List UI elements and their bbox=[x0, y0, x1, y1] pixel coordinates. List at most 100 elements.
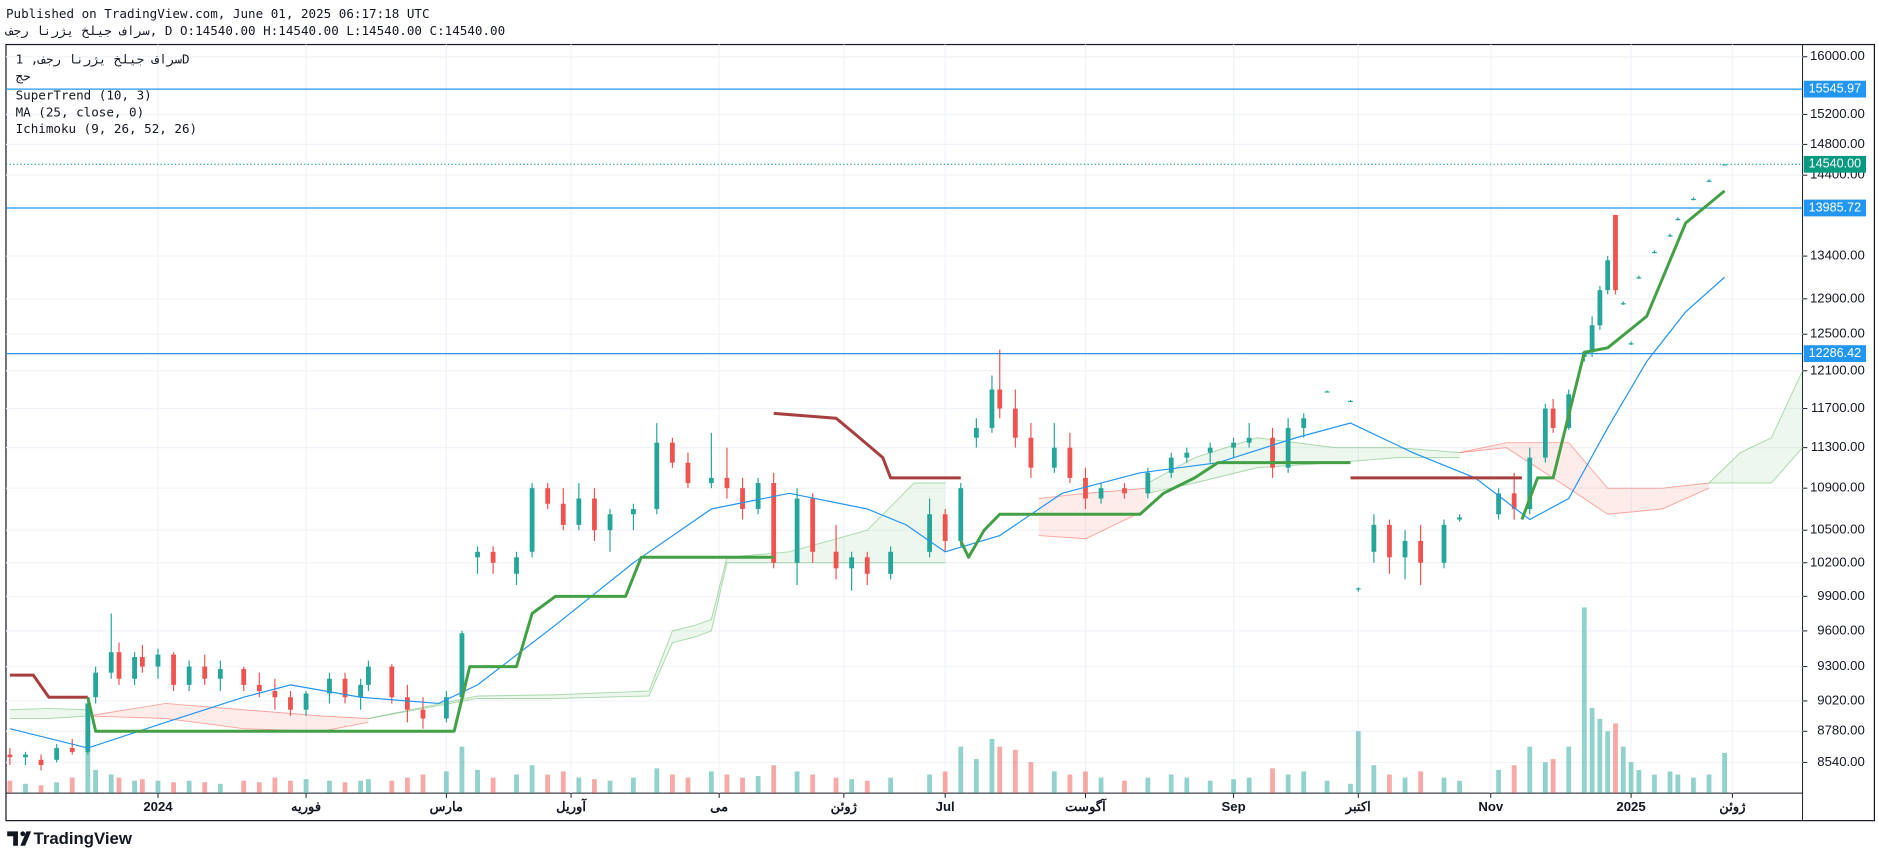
volume-bar bbox=[116, 777, 122, 794]
candle-body bbox=[1675, 218, 1681, 221]
price-line-label: 15545.97 bbox=[1809, 81, 1861, 95]
volume-bar bbox=[997, 746, 1003, 794]
volume-bar bbox=[1636, 769, 1642, 794]
candle-body bbox=[54, 748, 60, 760]
candle-body bbox=[389, 666, 395, 698]
last-price-box bbox=[1803, 155, 1867, 173]
volume-bar bbox=[724, 774, 730, 794]
y-tick-label: 12500.00 bbox=[1810, 326, 1865, 341]
volume-bar bbox=[256, 782, 262, 794]
volume-bar bbox=[1355, 731, 1361, 794]
candle-body bbox=[1589, 325, 1595, 353]
ohlc-line: سراف جیلخ یژرنا رجف, D O:14540.00 H:1454… bbox=[5, 23, 505, 39]
volume-bar bbox=[1402, 777, 1408, 794]
axes: 16000.0015200.0014800.0014400.0013400.00… bbox=[143, 48, 1867, 815]
volume-bar bbox=[475, 769, 480, 794]
y-tick-label: 11300.00 bbox=[1811, 439, 1865, 454]
volume-bar bbox=[1028, 762, 1034, 794]
candle-body bbox=[997, 389, 1003, 409]
candle-body bbox=[942, 514, 948, 541]
candle-body bbox=[1597, 290, 1603, 326]
candle-body bbox=[1371, 524, 1377, 552]
volume-bar bbox=[545, 774, 551, 794]
volume-bar bbox=[443, 771, 449, 794]
ichimoku-cloud bbox=[368, 483, 946, 719]
chart-frame bbox=[5, 43, 1876, 822]
candle-body bbox=[1270, 437, 1275, 468]
price-line-label-box bbox=[1803, 80, 1867, 98]
candle-body bbox=[1098, 488, 1104, 499]
y-tick-label: 8540.00 bbox=[1817, 754, 1865, 769]
volume-bar bbox=[669, 774, 675, 794]
candle-body bbox=[1527, 457, 1533, 509]
volume-bar bbox=[202, 782, 208, 794]
candle-body bbox=[85, 703, 91, 752]
candle-body bbox=[724, 477, 730, 489]
volume-bar bbox=[755, 776, 761, 794]
volume-bar bbox=[241, 780, 247, 794]
candle-body bbox=[560, 503, 566, 525]
candle-body bbox=[404, 697, 410, 710]
volume-bar bbox=[740, 777, 745, 794]
candle-body bbox=[69, 748, 75, 752]
volume-bar bbox=[288, 780, 293, 794]
candle-body bbox=[654, 442, 660, 509]
volume-bar bbox=[85, 731, 91, 794]
candle-body bbox=[708, 477, 714, 484]
volume-bar bbox=[459, 746, 465, 794]
candle-body bbox=[1550, 408, 1556, 428]
volume-bar bbox=[576, 777, 582, 794]
candle-body bbox=[958, 488, 964, 541]
volume-bar bbox=[1301, 771, 1307, 794]
candle-body bbox=[1145, 472, 1151, 494]
x-tick-label: ژوئن bbox=[1719, 799, 1745, 815]
volume-bar bbox=[1581, 607, 1587, 794]
ichimoku-cloud bbox=[9, 708, 88, 719]
footer-logo: TradingView bbox=[7, 829, 133, 848]
volume-bar bbox=[1168, 774, 1174, 794]
candle-body bbox=[1231, 442, 1236, 448]
candle-body bbox=[342, 678, 348, 698]
candle-body bbox=[1324, 391, 1330, 393]
volume-bar bbox=[942, 771, 948, 794]
ma-line bbox=[9, 276, 1725, 749]
x-tick-label: Nov bbox=[1478, 799, 1504, 814]
y-tick-label: 11700.00 bbox=[1811, 400, 1865, 415]
legend-indicator: SuperTrend (10, 3) bbox=[16, 88, 152, 103]
volume-bar bbox=[217, 783, 223, 794]
volume-bar bbox=[1145, 777, 1151, 794]
ichimoku-span-b bbox=[1709, 447, 1803, 484]
volume-bar bbox=[1496, 769, 1501, 794]
supertrend-line bbox=[959, 461, 1351, 559]
volume-bar bbox=[1675, 774, 1681, 794]
volume-bar bbox=[1441, 777, 1447, 794]
candle-body bbox=[155, 654, 161, 667]
volume-bar bbox=[1231, 779, 1236, 794]
legend-indicator: MA (25, close, 0) bbox=[16, 104, 145, 119]
supertrend-line bbox=[773, 411, 961, 480]
candle-body bbox=[272, 691, 278, 698]
candle-body bbox=[1348, 400, 1353, 403]
ichimoku-span-a bbox=[87, 715, 369, 732]
logo-icon bbox=[7, 831, 32, 846]
ichimoku-cloud bbox=[1147, 437, 1460, 494]
candle-body bbox=[1083, 477, 1088, 499]
candle-body bbox=[241, 669, 247, 685]
volume-bar bbox=[1083, 771, 1088, 794]
ichimoku-cloud bbox=[87, 703, 369, 732]
volume-bar bbox=[592, 779, 597, 794]
candle-body bbox=[576, 498, 582, 525]
y-tick-label: 15200.00 bbox=[1810, 106, 1865, 121]
x-tick-label: آگوست bbox=[1065, 798, 1107, 815]
volume-bar bbox=[631, 777, 636, 794]
candle-body bbox=[973, 427, 979, 438]
volume-bar bbox=[771, 765, 777, 794]
candle-body bbox=[116, 652, 122, 679]
y-tick-label: 8780.00 bbox=[1817, 723, 1865, 738]
candle-body bbox=[545, 488, 551, 504]
volume-bar bbox=[404, 777, 410, 794]
volume-bar bbox=[1722, 752, 1727, 794]
volume-bar bbox=[1589, 708, 1595, 794]
